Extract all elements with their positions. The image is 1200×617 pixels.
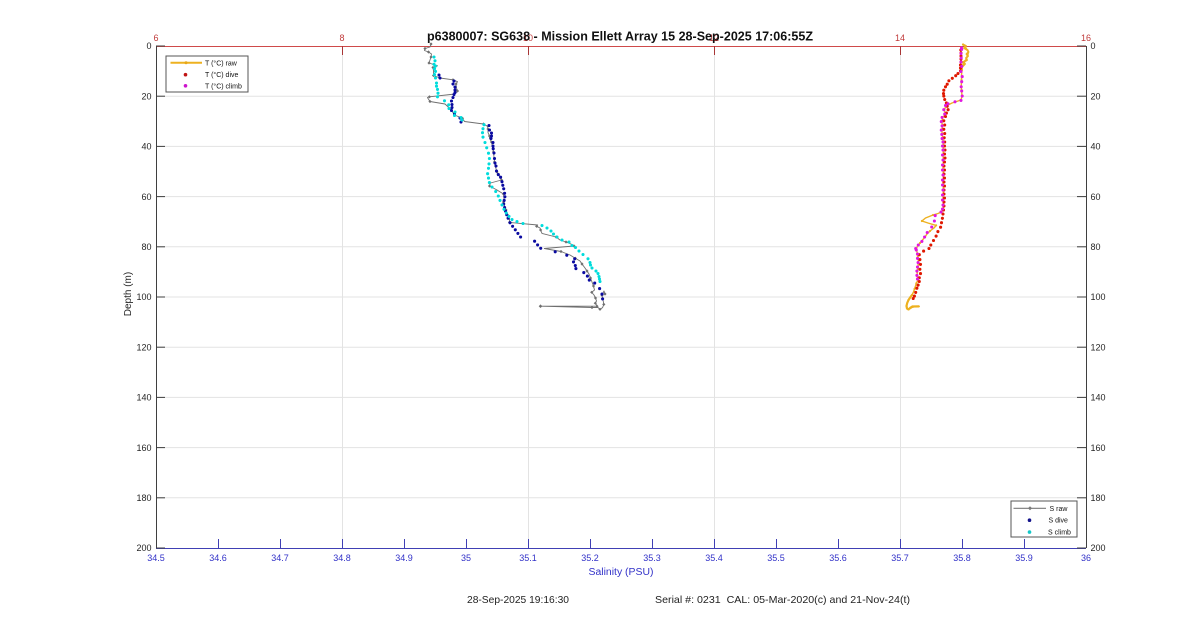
svg-text:0: 0 xyxy=(146,41,151,51)
svg-text:35.1: 35.1 xyxy=(519,553,537,563)
svg-text:36: 36 xyxy=(1081,553,1091,563)
svg-text:35.9: 35.9 xyxy=(1015,553,1033,563)
svg-text:80: 80 xyxy=(1091,242,1101,252)
svg-text:34.7: 34.7 xyxy=(271,553,289,563)
svg-text:T (°C) dive: T (°C) dive xyxy=(205,71,239,79)
svg-text:8: 8 xyxy=(339,33,344,43)
svg-text:80: 80 xyxy=(141,242,151,252)
svg-text:34.6: 34.6 xyxy=(209,553,227,563)
svg-text:60: 60 xyxy=(1091,192,1101,202)
svg-text:40: 40 xyxy=(1091,142,1101,152)
svg-text:120: 120 xyxy=(1091,342,1106,352)
svg-text:140: 140 xyxy=(136,393,151,403)
svg-text:12: 12 xyxy=(709,33,719,43)
svg-text:35.5: 35.5 xyxy=(767,553,785,563)
svg-text:35.3: 35.3 xyxy=(643,553,661,563)
svg-text:0: 0 xyxy=(1091,41,1096,51)
svg-text:Salinity (PSU): Salinity (PSU) xyxy=(589,567,654,578)
svg-text:160: 160 xyxy=(1091,443,1106,453)
svg-text:160: 160 xyxy=(136,443,151,453)
svg-text:16: 16 xyxy=(1081,33,1091,43)
svg-text:140: 140 xyxy=(1091,393,1106,403)
svg-text:p6380007: SG638 - Mission Elle: p6380007: SG638 - Mission Ellett Array 1… xyxy=(427,30,813,44)
svg-text:35.4: 35.4 xyxy=(705,553,723,563)
svg-text:200: 200 xyxy=(136,543,151,553)
svg-text:20: 20 xyxy=(1091,91,1101,101)
svg-text:Serial #: 0231 CAL: 05-Mar-20: Serial #: 0231 CAL: 05-Mar-2020(c) and 2… xyxy=(655,594,910,606)
svg-text:120: 120 xyxy=(136,342,151,352)
svg-text:180: 180 xyxy=(136,493,151,503)
svg-text:S dive: S dive xyxy=(1049,518,1069,525)
svg-text:35.7: 35.7 xyxy=(891,553,909,563)
svg-text:34.9: 34.9 xyxy=(395,553,413,563)
svg-text:10: 10 xyxy=(523,33,533,43)
svg-text:35: 35 xyxy=(461,553,471,563)
svg-text:100: 100 xyxy=(136,292,151,302)
svg-text:35.6: 35.6 xyxy=(829,553,847,563)
svg-text:40: 40 xyxy=(141,142,151,152)
svg-text:34.8: 34.8 xyxy=(333,553,351,563)
svg-text:T (°C) raw: T (°C) raw xyxy=(205,59,238,67)
svg-text:28-Sep-2025 19:16:30: 28-Sep-2025 19:16:30 xyxy=(467,594,569,606)
svg-text:Depth (m): Depth (m) xyxy=(123,272,134,316)
svg-text:34.5: 34.5 xyxy=(147,553,165,563)
svg-text:T (°C) climb: T (°C) climb xyxy=(205,82,242,90)
svg-text:20: 20 xyxy=(141,91,151,101)
svg-text:S raw: S raw xyxy=(1050,506,1069,513)
svg-text:35.8: 35.8 xyxy=(953,553,971,563)
svg-text:100: 100 xyxy=(1091,292,1106,302)
svg-text:35.2: 35.2 xyxy=(581,553,599,563)
svg-text:S climb: S climb xyxy=(1048,530,1071,537)
svg-text:14: 14 xyxy=(895,33,905,43)
svg-text:200: 200 xyxy=(1091,543,1106,553)
svg-text:6: 6 xyxy=(153,33,158,43)
svg-text:180: 180 xyxy=(1091,493,1106,503)
svg-text:60: 60 xyxy=(141,192,151,202)
